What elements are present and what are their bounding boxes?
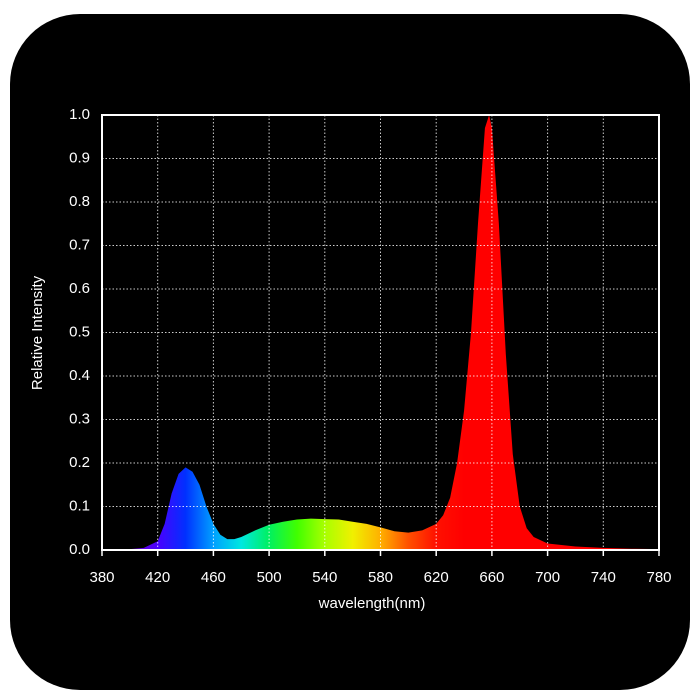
y-tick-label: 0.5 [69, 323, 90, 340]
x-tick-label: 740 [591, 569, 616, 586]
y-tick-label: 0.1 [69, 497, 90, 514]
x-tick-label: 420 [145, 569, 170, 586]
x-tick-label: 460 [201, 569, 226, 586]
x-tick-label: 380 [89, 569, 114, 586]
y-tick-label: 1.0 [69, 106, 90, 123]
x-axis-label: wavelength(nm) [318, 595, 426, 612]
x-tick-label: 660 [479, 569, 504, 586]
x-tick-label: 500 [257, 569, 282, 586]
x-tick-label: 540 [312, 569, 337, 586]
y-axis-label: Relative Intensity [29, 275, 46, 390]
x-tick-label: 620 [424, 569, 449, 586]
y-tick-label: 0.6 [69, 280, 90, 297]
y-tick-label: 0.7 [69, 236, 90, 253]
y-tick-label: 0.3 [69, 410, 90, 427]
y-tick-label: 0.4 [69, 367, 90, 384]
x-tick-label: 780 [646, 569, 671, 586]
y-tick-label: 0.0 [69, 541, 90, 558]
x-tick-label: 580 [368, 569, 393, 586]
y-tick-label: 0.9 [69, 149, 90, 166]
x-tick-label: 700 [535, 569, 560, 586]
y-tick-label: 0.2 [69, 454, 90, 471]
plot-frame [101, 114, 660, 551]
y-tick-label: 0.8 [69, 193, 90, 210]
